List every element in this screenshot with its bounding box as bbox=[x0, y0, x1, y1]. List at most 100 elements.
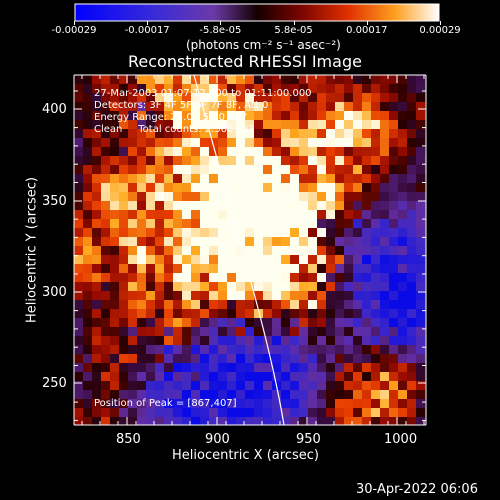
heatmap-cell bbox=[371, 246, 380, 255]
heatmap-cell bbox=[92, 219, 101, 228]
heatmap-cell bbox=[83, 300, 92, 309]
heatmap-cell bbox=[416, 201, 425, 210]
heatmap-cell bbox=[128, 201, 137, 210]
heatmap-cell bbox=[308, 228, 317, 237]
heatmap-cell bbox=[92, 408, 101, 417]
heatmap-cell bbox=[119, 237, 128, 246]
heatmap-cell bbox=[227, 210, 236, 219]
heatmap-cell bbox=[137, 120, 146, 129]
heatmap-cell bbox=[191, 174, 200, 183]
heatmap-cell bbox=[182, 201, 191, 210]
heatmap-cell bbox=[146, 93, 155, 102]
heatmap-cell bbox=[74, 417, 83, 425]
heatmap-cell bbox=[344, 390, 353, 399]
heatmap-cell bbox=[371, 363, 380, 372]
heatmap-cell bbox=[200, 237, 209, 246]
heatmap-cell bbox=[335, 255, 344, 264]
heatmap-cell bbox=[101, 183, 110, 192]
heatmap-cell bbox=[146, 264, 155, 273]
heatmap-cell bbox=[362, 336, 371, 345]
heatmap-cell bbox=[200, 210, 209, 219]
heatmap-cell bbox=[281, 237, 290, 246]
heatmap-cell bbox=[164, 408, 173, 417]
heatmap-cell bbox=[245, 120, 254, 129]
heatmap-cell bbox=[83, 156, 92, 165]
heatmap-cell bbox=[101, 399, 110, 408]
heatmap-cell bbox=[272, 237, 281, 246]
heatmap-cell bbox=[281, 75, 290, 84]
heatmap-cell bbox=[272, 192, 281, 201]
heatmap-cell bbox=[371, 318, 380, 327]
heatmap-cell bbox=[317, 354, 326, 363]
heatmap-cell bbox=[299, 84, 308, 93]
heatmap-cell bbox=[200, 129, 209, 138]
heatmap-cell bbox=[353, 102, 362, 111]
heatmap-cell bbox=[407, 129, 416, 138]
heatmap-cell bbox=[272, 354, 281, 363]
heatmap-cell bbox=[200, 84, 209, 93]
heatmap-cell bbox=[290, 165, 299, 174]
heatmap-cell bbox=[164, 120, 173, 129]
heatmap-cell bbox=[74, 273, 83, 282]
heatmap-cell bbox=[227, 273, 236, 282]
heatmap-cell bbox=[263, 210, 272, 219]
heatmap-cell bbox=[236, 309, 245, 318]
heatmap-cell bbox=[326, 327, 335, 336]
heatmap-cell bbox=[164, 318, 173, 327]
heatmap-cell bbox=[119, 111, 128, 120]
heatmap-cell bbox=[137, 183, 146, 192]
heatmap-cell bbox=[164, 264, 173, 273]
heatmap-cell bbox=[191, 84, 200, 93]
heatmap-cell bbox=[200, 219, 209, 228]
heatmap-cell bbox=[119, 84, 128, 93]
heatmap-cell bbox=[164, 381, 173, 390]
heatmap-cell bbox=[209, 174, 218, 183]
heatmap-cell bbox=[263, 282, 272, 291]
heatmap-cell bbox=[173, 318, 182, 327]
heatmap-cell bbox=[83, 354, 92, 363]
heatmap-cell bbox=[407, 381, 416, 390]
heatmap-cell bbox=[173, 201, 182, 210]
heatmap-cell bbox=[74, 363, 83, 372]
heatmap-cell bbox=[83, 264, 92, 273]
heatmap-cell bbox=[191, 408, 200, 417]
heatmap-cell bbox=[299, 201, 308, 210]
heatmap-cell bbox=[74, 138, 83, 147]
heatmap-cell bbox=[299, 129, 308, 138]
heatmap-cell bbox=[326, 210, 335, 219]
heatmap-cell bbox=[299, 354, 308, 363]
heatmap-cell bbox=[182, 309, 191, 318]
heatmap-cell bbox=[146, 237, 155, 246]
heatmap-cell bbox=[218, 372, 227, 381]
heatmap-cell bbox=[74, 309, 83, 318]
heatmap-cell bbox=[146, 291, 155, 300]
heatmap-cell bbox=[245, 138, 254, 147]
heatmap-cell bbox=[74, 300, 83, 309]
heatmap-cell bbox=[407, 327, 416, 336]
heatmap-cell bbox=[245, 165, 254, 174]
heatmap-cell bbox=[290, 129, 299, 138]
heatmap-cell bbox=[164, 138, 173, 147]
heatmap-cell bbox=[173, 354, 182, 363]
heatmap-cell bbox=[74, 120, 83, 129]
heatmap-cell bbox=[362, 354, 371, 363]
heatmap-cell bbox=[308, 165, 317, 174]
colorbar-tick-label: -0.00029 bbox=[51, 25, 97, 36]
heatmap-cell bbox=[335, 138, 344, 147]
heatmap-cell bbox=[128, 336, 137, 345]
heatmap-cell bbox=[281, 210, 290, 219]
heatmap-cell bbox=[281, 255, 290, 264]
heatmap-cell bbox=[362, 291, 371, 300]
heatmap-cell bbox=[74, 147, 83, 156]
heatmap-cell bbox=[173, 372, 182, 381]
heatmap-cell bbox=[326, 381, 335, 390]
heatmap-cell bbox=[83, 336, 92, 345]
heatmap-cell bbox=[371, 327, 380, 336]
heatmap-cell bbox=[110, 102, 119, 111]
heatmap-cell bbox=[137, 210, 146, 219]
heatmap-cell bbox=[137, 300, 146, 309]
heatmap-cell bbox=[407, 399, 416, 408]
colorbar-tick-mark bbox=[147, 21, 148, 25]
heatmap-cell bbox=[380, 174, 389, 183]
